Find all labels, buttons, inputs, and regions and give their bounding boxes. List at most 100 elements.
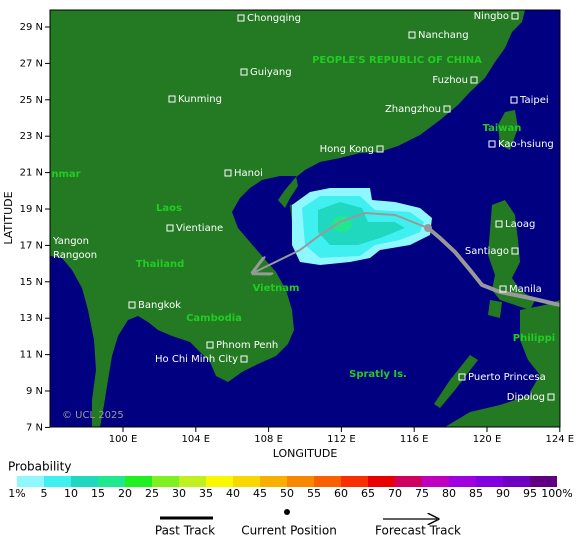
scale-swatch xyxy=(287,476,314,487)
city-label: Chongqing xyxy=(247,13,301,24)
x-tick-label: 120 E xyxy=(473,434,502,445)
y-axis-label: LATITUDE xyxy=(2,191,15,244)
city-label: Nanchang xyxy=(418,30,469,41)
x-tick-label: 112 E xyxy=(327,434,356,445)
city-marker xyxy=(511,247,519,255)
scale-label: 75 xyxy=(415,487,429,500)
scale-swatch xyxy=(152,476,179,487)
y-tick-label: 13 N xyxy=(20,313,43,324)
scale-swatch xyxy=(422,476,449,487)
city-label: Vientiane xyxy=(176,223,223,234)
current-position-key xyxy=(284,509,290,515)
city-marker xyxy=(224,169,232,177)
region-label: Vietnam xyxy=(253,283,300,294)
region-label: PEOPLE'S REPUBLIC OF CHINA xyxy=(312,55,482,66)
region-label: Cambodia xyxy=(186,313,242,324)
scale-label: 1% xyxy=(8,487,25,500)
city-marker xyxy=(408,31,416,39)
scale-label: 30 xyxy=(172,487,186,500)
scale-label: 55 xyxy=(307,487,321,500)
scale-label: 80 xyxy=(442,487,456,500)
y-tick-label: 7 N xyxy=(26,422,43,433)
scale-label: 40 xyxy=(226,487,240,500)
x-tick-label: 124 E xyxy=(546,434,575,445)
city-label: Phnom Penh xyxy=(216,340,278,351)
city-marker xyxy=(240,355,248,363)
legend-title: Probability xyxy=(8,460,71,474)
scale-label: 60 xyxy=(334,487,348,500)
y-tick-label: 27 N xyxy=(20,58,43,69)
region-label: Philippi xyxy=(513,333,555,344)
scale-swatch xyxy=(17,476,44,487)
city-label: Guiyang xyxy=(250,67,292,78)
city-label: Zhangzhou xyxy=(385,104,441,115)
scale-label: 10 xyxy=(64,487,78,500)
scale-swatch xyxy=(71,476,98,487)
city-label: Bangkok xyxy=(138,300,181,311)
y-tick-label: 23 N xyxy=(20,131,43,142)
scale-label: 100% xyxy=(541,487,572,500)
y-tick-label: 11 N xyxy=(20,350,43,361)
x-tick-label: 116 E xyxy=(400,434,429,445)
x-tick-label: 104 E xyxy=(182,434,211,445)
scale-swatch xyxy=(233,476,260,487)
y-tick-label: 9 N xyxy=(26,386,43,397)
city-marker xyxy=(376,145,384,153)
city-marker xyxy=(166,224,174,232)
scale-label: 50 xyxy=(280,487,294,500)
current-position xyxy=(424,224,432,232)
city-marker xyxy=(470,76,478,84)
scale-label: 45 xyxy=(253,487,267,500)
y-tick-label: 17 N xyxy=(20,240,43,251)
city-marker xyxy=(458,373,466,381)
scale-swatch xyxy=(98,476,125,487)
scale-label: 95 xyxy=(523,487,537,500)
scale-swatch xyxy=(503,476,530,487)
scale-swatch xyxy=(206,476,233,487)
city-marker xyxy=(128,301,136,309)
region-label: Taiwan xyxy=(483,123,522,134)
map-frame xyxy=(49,9,561,428)
past-track-label: Past Track xyxy=(155,524,215,538)
scale-label: 35 xyxy=(199,487,213,500)
city-marker xyxy=(206,341,214,349)
city-marker xyxy=(240,68,248,76)
city-marker xyxy=(547,393,555,401)
forecast-track xyxy=(255,211,429,272)
city-label: Ho Chi Minh City xyxy=(155,354,238,365)
scale-swatch xyxy=(125,476,152,487)
city-label: Laoag xyxy=(505,219,535,230)
scale-swatch xyxy=(44,476,71,487)
scale-swatch xyxy=(530,476,557,487)
city-label: Kunming xyxy=(178,94,222,105)
credit: © UCL 2025 xyxy=(62,410,124,421)
y-tick-label: 29 N xyxy=(20,22,43,33)
scale-label: 90 xyxy=(496,487,510,500)
scale-label: 25 xyxy=(145,487,159,500)
x-tick-label: 100 E xyxy=(109,434,138,445)
probability-swath xyxy=(292,188,432,265)
scale-label: 15 xyxy=(91,487,105,500)
scale-swatch xyxy=(341,476,368,487)
scale-swatch xyxy=(449,476,476,487)
city-label: Kao-hsiung xyxy=(498,139,554,150)
city-label: Yangon xyxy=(52,236,89,247)
city-label: Rangoon xyxy=(53,250,97,261)
scale-swatch xyxy=(314,476,341,487)
city-marker xyxy=(510,96,518,104)
scale-swatch xyxy=(179,476,206,487)
forecast-track-label: Forecast Track xyxy=(375,524,461,538)
city-marker xyxy=(499,285,507,293)
city-label: Puerto Princesa xyxy=(468,372,546,383)
region-label: nmar xyxy=(51,169,80,180)
city-label: Ningbo xyxy=(474,11,509,22)
scale-label: 65 xyxy=(361,487,375,500)
city-label: Manila xyxy=(509,284,542,295)
past-track xyxy=(426,226,560,307)
region-label: Spratly Is. xyxy=(349,369,407,380)
city-marker xyxy=(168,95,176,103)
scale-label: 20 xyxy=(118,487,132,500)
city-marker xyxy=(495,220,503,228)
city-marker xyxy=(488,140,496,148)
